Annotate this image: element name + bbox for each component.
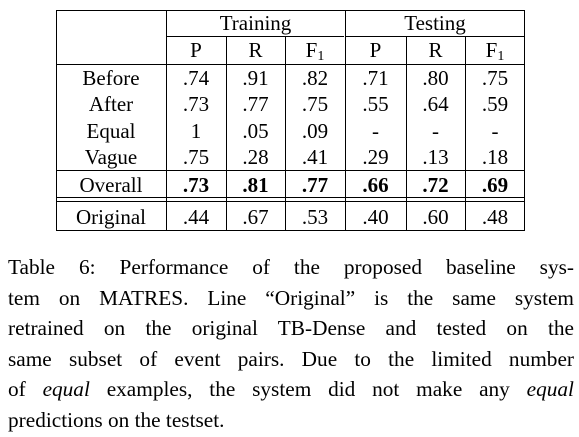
caption-text: examples, the system did not make any xyxy=(89,377,527,402)
caption-line: retrained on the original TB-Dense and t… xyxy=(8,313,574,344)
caption-line: same subset of event pairs. Due to the l… xyxy=(8,344,574,375)
metric-header-train-r: R xyxy=(248,38,263,62)
table-cell: .75 xyxy=(182,145,210,169)
table-cell: .41 xyxy=(301,145,329,169)
row-label: Equal xyxy=(86,119,136,143)
rule-under-metrics xyxy=(56,64,525,65)
table-cell: .60 xyxy=(422,205,449,229)
table-cell: .69 xyxy=(481,173,509,197)
table-cell: .44 xyxy=(182,205,210,229)
caption-line: predictions on the testset. xyxy=(8,405,574,436)
vrule-train-p-r xyxy=(226,36,227,231)
table-cell: .73 xyxy=(182,92,210,116)
rule-above-overall xyxy=(56,170,525,171)
table-cell: .29 xyxy=(362,145,389,169)
table-cell: .18 xyxy=(481,145,509,169)
rule-under-group-testing xyxy=(346,36,525,37)
metric-header-train-f1: F1 xyxy=(305,38,325,64)
table-cell: .67 xyxy=(242,205,269,229)
caption-text: Table 6: Performance of the proposed bas… xyxy=(8,255,574,279)
table-cell: .75 xyxy=(481,66,509,90)
table-cell: .55 xyxy=(362,92,389,116)
table-cell: .77 xyxy=(301,173,329,197)
table-cell: .72 xyxy=(422,173,449,197)
caption-emphasis: equal xyxy=(526,377,574,402)
results-table: Training Testing P R F1 P R F1 Before .74… xyxy=(56,6,525,232)
table-cell: .74 xyxy=(182,66,210,90)
caption-text: same subset of event pairs. Due to the l… xyxy=(8,346,574,371)
vrule-after-label xyxy=(166,10,167,231)
vrule-train-r-f xyxy=(285,36,286,231)
table-cell: .81 xyxy=(242,173,269,197)
rule-top xyxy=(56,10,525,11)
rule-under-group-training xyxy=(166,36,344,37)
row-label: Vague xyxy=(84,145,138,169)
vrule-test-p-r xyxy=(406,36,407,231)
table-cell: .59 xyxy=(481,92,509,116)
table-caption: Table 6: Performance of the proposed bas… xyxy=(8,252,574,436)
rule-below-overall-1 xyxy=(56,197,525,198)
row-label: Before xyxy=(82,66,140,90)
metric-header-test-p: P xyxy=(369,38,382,62)
table-cell: .40 xyxy=(362,205,389,229)
caption-text: predictions on the testset. xyxy=(8,407,225,432)
caption-text: tem on MATRES. Line “Original” is the sa… xyxy=(8,285,574,310)
table-cell: 1 xyxy=(190,119,202,143)
vrule-left xyxy=(56,10,57,231)
row-label: Original xyxy=(76,205,146,229)
table-cell: - xyxy=(432,119,439,143)
group-header-testing: Testing xyxy=(404,11,466,35)
rule-below-overall-2 xyxy=(56,201,525,202)
caption-emphasis: equal xyxy=(42,377,90,402)
caption-line: tem on MATRES. Line “Original” is the sa… xyxy=(8,283,574,314)
rule-bottom xyxy=(56,230,525,231)
row-label: After xyxy=(88,92,134,116)
table-cell: .53 xyxy=(301,205,329,229)
table-cell: - xyxy=(372,119,379,143)
table-cell: - xyxy=(491,119,499,143)
table-cell: .48 xyxy=(481,205,509,229)
caption-text: of xyxy=(8,377,43,402)
metric-header-train-p: P xyxy=(190,38,202,62)
table-cell: .73 xyxy=(182,173,210,197)
table-cell: .75 xyxy=(301,92,329,116)
table-cell: .66 xyxy=(362,173,389,197)
vrule-right xyxy=(524,10,525,231)
table-cell: .13 xyxy=(422,145,449,169)
caption-line: Table 6: Performance of the proposed bas… xyxy=(8,252,574,283)
vrule-test-r-f xyxy=(465,36,466,231)
table-cell: .71 xyxy=(362,66,389,90)
table-cell: .80 xyxy=(422,66,449,90)
caption-text: retrained on the original TB-Dense and t… xyxy=(8,316,574,341)
caption-line: of equal examples, the system did not ma… xyxy=(8,374,574,405)
table-cell: .77 xyxy=(242,92,269,116)
table-cell: .09 xyxy=(301,119,329,143)
metric-header-test-r: R xyxy=(428,38,443,62)
group-header-training: Training xyxy=(219,11,292,35)
table-cell: .28 xyxy=(242,145,269,169)
table-cell: .91 xyxy=(242,66,269,90)
vrule-between-groups xyxy=(345,10,346,231)
row-label: Overall xyxy=(79,173,143,197)
table-cell: .64 xyxy=(422,92,449,116)
table-cell: .82 xyxy=(301,66,329,90)
table-cell: .05 xyxy=(242,119,269,143)
metric-header-test-f1: F1 xyxy=(485,38,505,64)
